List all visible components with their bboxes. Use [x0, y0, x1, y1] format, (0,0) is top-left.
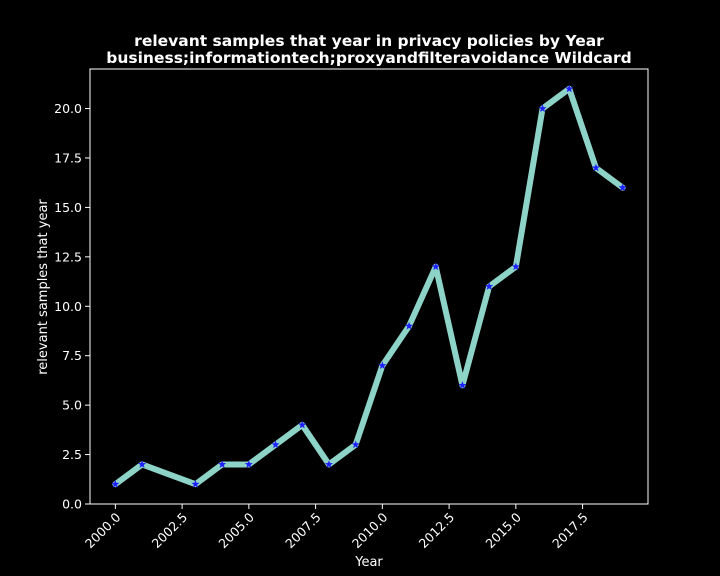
data-point: [138, 460, 147, 468]
x-tick-label: 2015.0: [482, 509, 524, 551]
data-point: [458, 381, 467, 389]
x-tick-label: 2010.0: [349, 509, 391, 551]
x-axis: 2000.0 2002.5 2005.0 2007.5 2010.0 2012.5 2015…: [82, 504, 591, 551]
y-tick-label: 17.5: [54, 150, 82, 165]
chart-title-line1: relevant samples that year in privacy po…: [134, 32, 604, 50]
x-tick-label: 2017.5: [549, 510, 591, 552]
x-tick-label: 2012.5: [416, 510, 458, 552]
series-line: [112, 85, 626, 488]
data-point: [511, 262, 520, 271]
y-tick-label: 7.5: [62, 348, 82, 363]
data-point: [218, 460, 227, 468]
y-tick-label: 10.0: [54, 299, 82, 314]
data-point: [111, 480, 120, 488]
data-point: [271, 440, 280, 449]
data-point: [565, 84, 574, 93]
data-point: [324, 460, 333, 468]
y-tick-label: 5.0: [62, 398, 82, 413]
y-tick-label: 20.0: [54, 101, 82, 116]
x-tick-label: 2007.5: [282, 510, 324, 552]
data-point: [485, 282, 494, 290]
y-axis-label: relevant samples that year: [36, 199, 51, 375]
chart-title-line2: business;informationtech;proxyandfiltera…: [106, 49, 631, 67]
x-tick-label: 2000.0: [82, 509, 124, 551]
x-axis-label: Year: [354, 555, 383, 570]
data-point: [591, 163, 600, 172]
y-tick-label: 15.0: [54, 200, 82, 215]
data-point: [351, 440, 360, 449]
data-point: [244, 460, 253, 468]
data-point: [298, 420, 307, 429]
data-point: [191, 480, 200, 488]
data-point: [405, 321, 414, 330]
data-point: [378, 361, 387, 369]
x-tick-label: 2002.5: [149, 510, 191, 552]
x-tick-label: 2005.0: [215, 509, 257, 551]
plot-frame: [89, 68, 649, 505]
data-point: [618, 183, 627, 192]
y-tick-label: 12.5: [54, 249, 82, 264]
y-axis: 0.0 2.5 5.0 7.5 10.0 12.5 15.0 17.5 20.0: [54, 101, 90, 512]
data-point: [538, 104, 547, 112]
data-point: [431, 262, 440, 271]
plot-area: [111, 84, 627, 488]
y-tick-label: 0.0: [62, 497, 82, 512]
y-tick-label: 2.5: [62, 447, 82, 462]
